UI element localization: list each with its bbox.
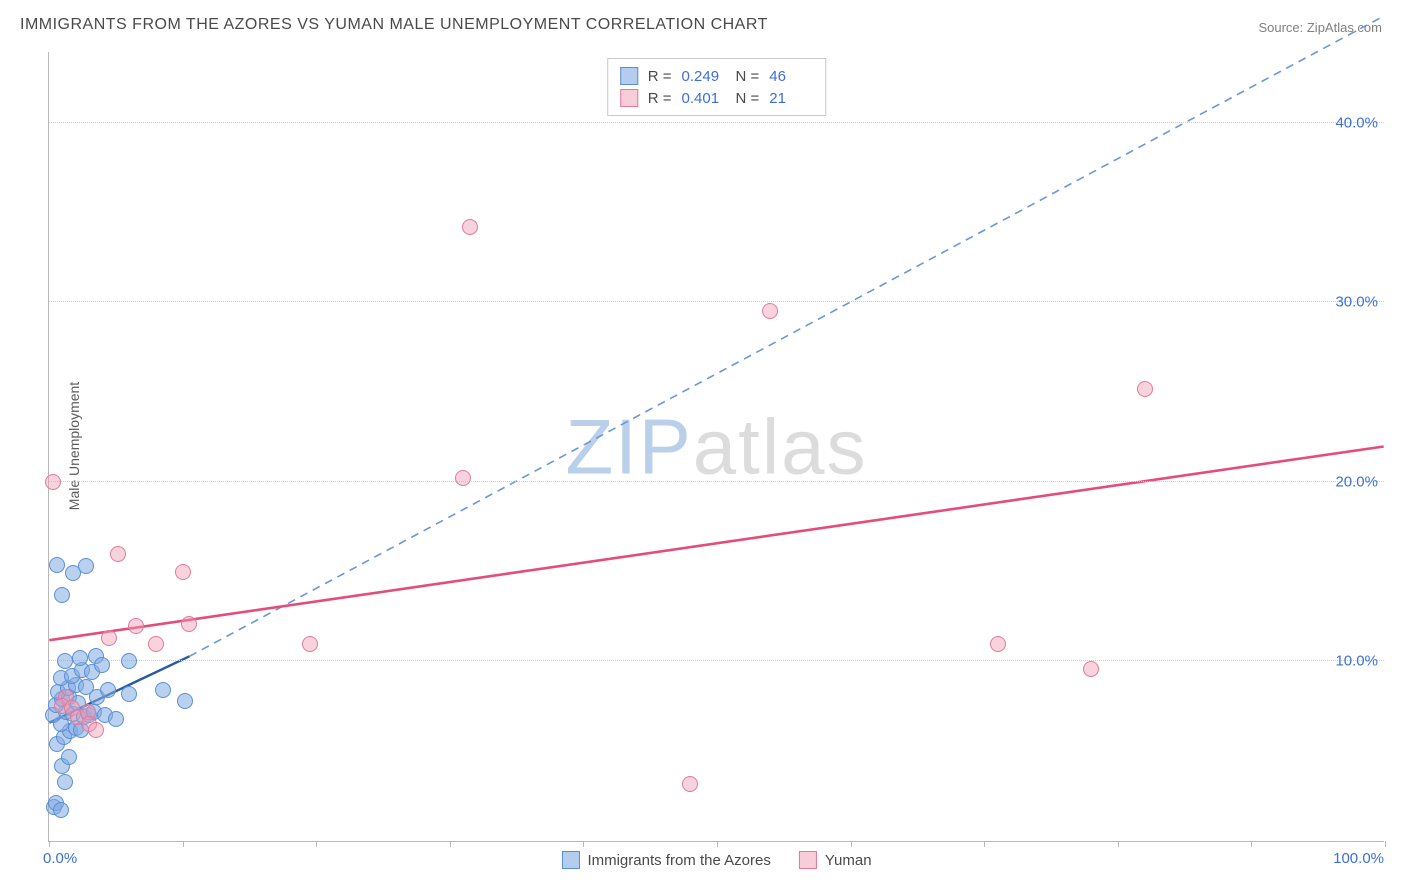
x-tick [450, 841, 451, 847]
swatch-blue [561, 851, 579, 869]
legend-yuman-R: 0.401 [682, 90, 726, 107]
grid-line [49, 481, 1384, 482]
y-tick-label: 30.0% [1335, 294, 1378, 311]
data-point-azores [108, 711, 124, 727]
x-axis-max-label: 100.0% [1333, 850, 1384, 867]
data-point-azores [61, 749, 77, 765]
y-tick-label: 20.0% [1335, 473, 1378, 490]
data-point-azores [72, 650, 88, 666]
x-tick [316, 841, 317, 847]
data-point-yuman [1083, 661, 1099, 677]
trend-lines-svg [49, 52, 1384, 841]
x-tick [1385, 841, 1386, 847]
swatch-pink [620, 89, 638, 107]
data-point-azores [54, 587, 70, 603]
data-point-yuman [1137, 381, 1153, 397]
data-point-azores [49, 557, 65, 573]
trend-line [49, 447, 1383, 641]
legend-N-label: N = [736, 90, 760, 107]
data-point-azores [53, 802, 69, 818]
data-point-azores [78, 558, 94, 574]
x-tick [717, 841, 718, 847]
legend-series: Immigrants from the Azores Yuman [561, 851, 871, 869]
data-point-azores [57, 774, 73, 790]
grid-line [49, 301, 1384, 302]
legend-yuman-label: Yuman [825, 852, 872, 869]
data-point-azores [177, 693, 193, 709]
data-point-yuman [455, 470, 471, 486]
y-tick-label: 10.0% [1335, 653, 1378, 670]
data-point-yuman [462, 219, 478, 235]
data-point-yuman [181, 616, 197, 632]
data-point-azores [155, 682, 171, 698]
data-point-yuman [88, 722, 104, 738]
x-tick [1118, 841, 1119, 847]
data-point-yuman [762, 303, 778, 319]
legend-azores-N: 46 [769, 68, 813, 85]
x-axis-min-label: 0.0% [43, 850, 77, 867]
legend-item-yuman: Yuman [799, 851, 872, 869]
x-tick [583, 841, 584, 847]
data-point-azores [100, 682, 116, 698]
legend-azores-label: Immigrants from the Azores [587, 852, 770, 869]
source-name: ZipAtlas.com [1307, 20, 1382, 35]
swatch-pink [799, 851, 817, 869]
legend-azores-R: 0.249 [682, 68, 726, 85]
grid-line [49, 122, 1384, 123]
scatter-plot: ZIPatlas R = 0.249 N = 46 R = 0.401 N = … [48, 52, 1384, 842]
data-point-yuman [45, 474, 61, 490]
x-tick [183, 841, 184, 847]
data-point-yuman [148, 636, 164, 652]
swatch-blue [620, 67, 638, 85]
data-point-azores [121, 653, 137, 669]
page-title: IMMIGRANTS FROM THE AZORES VS YUMAN MALE… [20, 16, 768, 34]
data-point-yuman [175, 564, 191, 580]
legend-correlation: R = 0.249 N = 46 R = 0.401 N = 21 [607, 58, 827, 116]
legend-row-azores: R = 0.249 N = 46 [620, 65, 814, 87]
legend-row-yuman: R = 0.401 N = 21 [620, 87, 814, 109]
legend-R-label: R = [648, 68, 672, 85]
data-point-yuman [682, 776, 698, 792]
data-point-yuman [110, 546, 126, 562]
data-point-yuman [990, 636, 1006, 652]
data-point-azores [57, 653, 73, 669]
x-tick [851, 841, 852, 847]
legend-yuman-N: 21 [769, 90, 813, 107]
legend-N-label: N = [736, 68, 760, 85]
grid-line [49, 660, 1384, 661]
y-tick-label: 40.0% [1335, 114, 1378, 131]
data-point-azores [94, 657, 110, 673]
x-tick [49, 841, 50, 847]
source-label: Source: [1258, 20, 1306, 35]
data-point-yuman [302, 636, 318, 652]
data-point-azores [121, 686, 137, 702]
legend-R-label: R = [648, 90, 672, 107]
legend-item-azores: Immigrants from the Azores [561, 851, 770, 869]
data-point-yuman [128, 618, 144, 634]
x-tick [1251, 841, 1252, 847]
x-tick [984, 841, 985, 847]
data-point-yuman [101, 630, 117, 646]
